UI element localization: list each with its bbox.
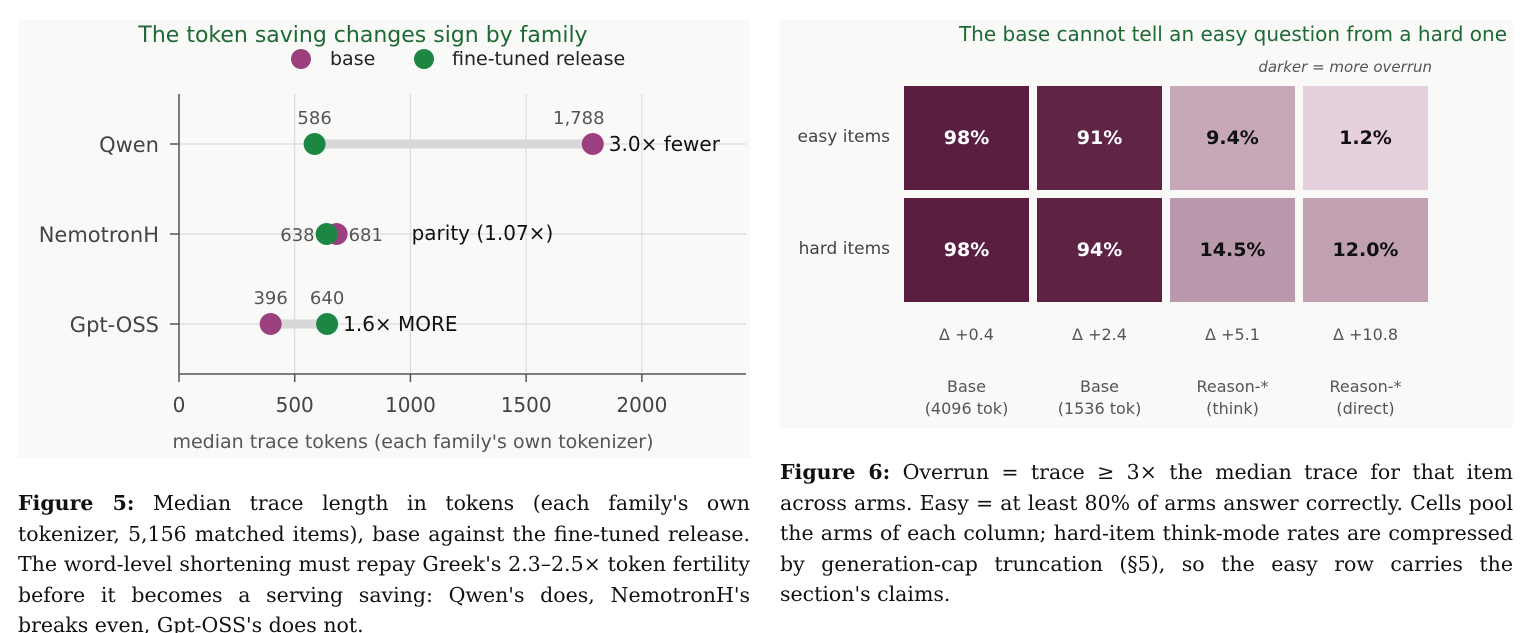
figure-5-caption: Figure 5: Median trace length in tokens … [18, 488, 750, 633]
finetuned-point [315, 223, 338, 245]
dumbbell-chart: The token saving changes sign by family … [39, 23, 746, 453]
heatmap-cell: 91% [1037, 86, 1162, 190]
base-point [259, 313, 282, 335]
category-label: Gpt-OSS [70, 313, 159, 337]
column-sublabel: (1536 tok) [1057, 399, 1142, 418]
legend-base-label: base [330, 48, 375, 70]
figure-6-caption: Figure 6: Overrun = trace ≥ 3× the media… [780, 457, 1513, 610]
x-tick-label: 500 [276, 393, 314, 417]
legend-finetuned-label: fine-tuned release [452, 48, 625, 70]
category-label: Qwen [99, 133, 159, 157]
caption-text: Median trace length in tokens (each fami… [18, 491, 750, 633]
x-tick-label: 0 [173, 393, 186, 417]
column-label: Base [947, 377, 986, 396]
ratio-annotation: 1.6× MORE [343, 312, 457, 336]
heatmap-cell: 9.4% [1170, 86, 1295, 190]
heatmap-row-label: hard items [798, 239, 890, 259]
column-label: Reason-* [1196, 377, 1269, 396]
ratio-annotation: parity (1.07×) [412, 221, 554, 245]
base-value-label: 681 [349, 225, 383, 246]
caption-label: Figure 6: [780, 460, 891, 484]
x-axis-label: median trace tokens (each family's own t… [172, 431, 653, 453]
heatmap-cell: 98% [904, 86, 1029, 190]
finetuned-point [316, 313, 339, 335]
ratio-annotation: 3.0× fewer [609, 132, 721, 156]
heatmap-cell: 98% [904, 198, 1029, 302]
x-tick-label: 1000 [385, 393, 436, 417]
base-value-label: 396 [253, 288, 287, 309]
finetuned-value-label: 638 [280, 225, 314, 246]
heatmap-note: darker = more overrun [1258, 58, 1432, 76]
heatmap-title: The base cannot tell an easy question fr… [958, 22, 1507, 46]
column-label: Base [1080, 377, 1119, 396]
base-point [581, 133, 604, 155]
heatmap-cell: 1.2% [1303, 86, 1428, 190]
column-delta-label: Δ +5.1 [1205, 325, 1260, 344]
chart-marks: 1,788 586 3.0× fewer 681 638 parity (1.07×) 39… [253, 108, 720, 336]
caption-label: Figure 5: [18, 491, 135, 515]
finetuned-point [303, 133, 326, 155]
column-label: Reason-* [1329, 377, 1402, 396]
chart-title: The token saving changes sign by family [137, 23, 587, 48]
base-value-label: 1,788 [553, 108, 605, 129]
column-delta-label: Δ +0.4 [939, 325, 994, 344]
figure-5-panel: The token saving changes sign by family … [18, 20, 750, 458]
x-tick-label: 2000 [616, 393, 667, 417]
column-sublabel: (4096 tok) [924, 399, 1009, 418]
caption-text: Overrun = trace ≥ 3× the median trace fo… [780, 460, 1513, 606]
heatmap-cell: 12.0% [1303, 198, 1428, 302]
figure-6-panel: The base cannot tell an easy question fr… [780, 20, 1513, 428]
column-sublabel: (direct) [1336, 399, 1395, 418]
legend-base-marker [291, 49, 311, 69]
finetuned-value-label: 586 [297, 108, 331, 129]
heatmap-cell: 94% [1037, 198, 1162, 302]
column-delta-label: Δ +10.8 [1332, 325, 1399, 344]
legend-finetuned-marker [414, 49, 434, 69]
finetuned-value-label: 640 [310, 288, 344, 309]
heatmap-row-label: easy items [797, 127, 890, 147]
column-sublabel: (think) [1206, 399, 1259, 418]
x-tick-label: 1500 [501, 393, 552, 417]
column-delta-label: Δ +2.4 [1072, 325, 1127, 344]
heatmap-cell: 14.5% [1170, 198, 1295, 302]
category-label: NemotronH [39, 223, 159, 247]
axes: 0 500 1000 1500 2000 Qwen NemotronH Gpt-OSS [39, 94, 746, 417]
